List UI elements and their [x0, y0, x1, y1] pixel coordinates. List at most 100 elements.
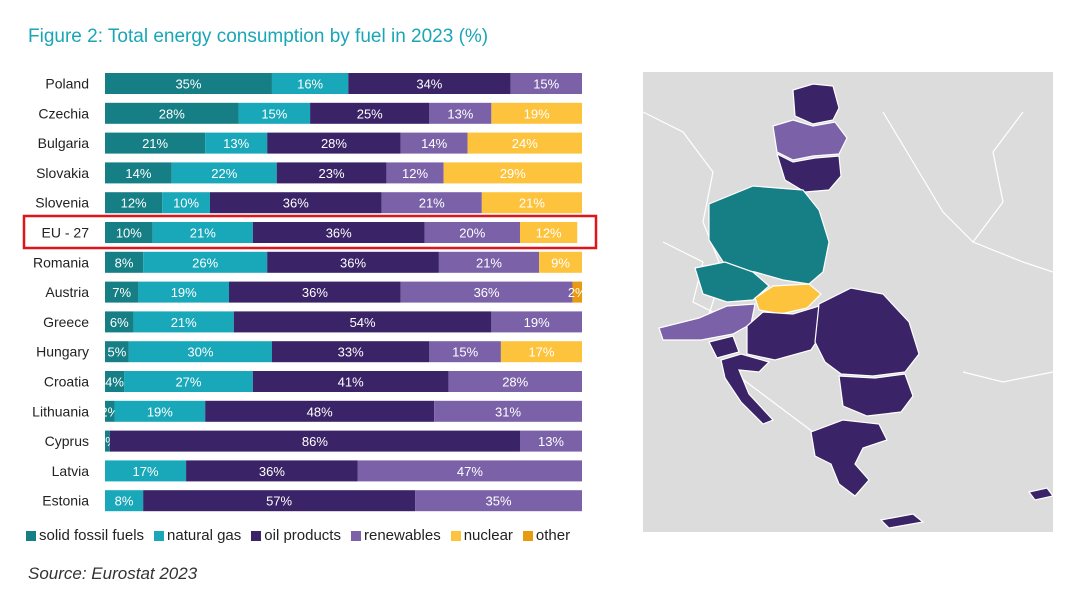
data-label-eu-27-oil-products: 36%: [326, 226, 352, 241]
data-label-romania-natural-gas: 26%: [192, 255, 218, 270]
bar-slovenia-nuclear: [481, 192, 582, 214]
country-bulgaria: [838, 373, 914, 417]
data-label-eu-27-solid-fossil-fuels: 10%: [116, 226, 142, 241]
bar-hungary-natural-gas: [128, 341, 272, 363]
bar-bulgaria-renewables: [400, 132, 468, 154]
legend-item-solid-fossil-fuels: solid fossil fuels: [26, 527, 144, 544]
data-label-croatia-oil-products: 41%: [338, 375, 364, 390]
category-label-czechia: Czechia: [38, 105, 89, 121]
bar-lithuania-solid-fossil-fuels: [105, 400, 115, 422]
data-label-slovakia-renewables: 12%: [402, 166, 428, 181]
country-czechia: [694, 261, 770, 303]
data-label-slovakia-oil-products: 23%: [319, 166, 345, 181]
data-label-latvia-oil-products: 36%: [259, 464, 285, 479]
bar-slovenia-renewables: [381, 192, 482, 214]
highlight-box: [22, 214, 598, 250]
bar-slovenia-solid-fossil-fuels: [105, 192, 163, 214]
bar-cyprus-renewables: [519, 430, 582, 452]
bar-slovakia-oil-products: [276, 162, 387, 184]
category-label-bulgaria: Bulgaria: [38, 135, 90, 151]
category-label-lithuania: Lithuania: [32, 403, 89, 419]
bar-eu-27-natural-gas: [152, 222, 253, 243]
data-label-czechia-solid-fossil-fuels: 28%: [159, 106, 185, 121]
data-label-hungary-natural-gas: 30%: [187, 345, 213, 360]
data-label-czechia-oil-products: 25%: [357, 106, 383, 121]
data-label-hungary-oil-products: 33%: [338, 345, 364, 360]
data-label-bulgaria-nuclear: 24%: [512, 136, 538, 151]
legend-label: nuclear: [463, 527, 513, 544]
data-label-eu-27-nuclear: 12%: [536, 226, 562, 241]
data-label-romania-renewables: 21%: [476, 255, 502, 270]
category-label-latvia: Latvia: [52, 463, 90, 479]
country-cyprus: [1027, 487, 1053, 501]
bar-greece-natural-gas: [133, 311, 234, 333]
europe-map: [643, 72, 1053, 532]
data-label-estonia-oil-products: 57%: [266, 494, 292, 509]
country-croatia: [720, 353, 775, 425]
data-label-romania-solid-fossil-fuels: 8%: [115, 255, 134, 270]
bar-greece-solid-fossil-fuels: [105, 311, 134, 333]
country-estonia: [792, 83, 840, 125]
data-label-austria-solid-fossil-fuels: 7%: [112, 285, 131, 300]
legend-swatch: [26, 530, 36, 541]
bar-poland-natural-gas: [271, 73, 349, 94]
bar-lithuania-natural-gas: [114, 400, 206, 422]
bar-eu-27-solid-fossil-fuels: [105, 222, 153, 243]
bar-croatia-solid-fossil-fuels: [105, 371, 125, 392]
bar-greece-oil-products: [233, 311, 492, 333]
data-label-austria-renewables: 36%: [474, 285, 500, 300]
data-label-bulgaria-natural-gas: 13%: [223, 136, 249, 151]
legend-swatch: [251, 530, 262, 541]
data-label-poland-renewables: 15%: [533, 77, 559, 92]
data-label-lithuania-oil-products: 48%: [307, 404, 333, 419]
category-label-slovakia: Slovakia: [36, 165, 89, 181]
legend-label: oil products: [264, 527, 341, 544]
category-label-croatia: Croatia: [44, 374, 89, 390]
legend-item-oil-products: oil products: [251, 527, 341, 544]
bar-poland-solid-fossil-fuels: [105, 73, 272, 94]
country-latvia: [772, 119, 848, 161]
bar-croatia-oil-products: [252, 371, 449, 392]
bar-eu-27-nuclear: [519, 222, 578, 243]
legend-item-nuclear: nuclear: [450, 527, 513, 544]
data-label-greece-renewables: 19%: [524, 315, 550, 330]
bar-hungary-solid-fossil-fuels: [105, 341, 129, 363]
legend-label: renewables: [363, 527, 441, 544]
data-label-hungary-renewables: 15%: [452, 345, 478, 360]
data-label-lithuania-natural-gas: 19%: [147, 404, 173, 419]
bar-cyprus-solid-fossil-fuels: [105, 430, 110, 452]
data-label-estonia-renewables: 35%: [486, 494, 512, 509]
country-greece-crete: [879, 513, 925, 529]
data-label-slovenia-renewables: 21%: [419, 196, 445, 211]
bar-slovakia-nuclear: [443, 162, 582, 184]
bar-czechia-solid-fossil-fuels: [105, 102, 239, 124]
category-label-poland: Poland: [45, 76, 89, 92]
bar-lithuania-renewables: [434, 400, 582, 422]
data-label-bulgaria-solid-fossil-fuels: 21%: [142, 136, 168, 151]
data-label-czechia-natural-gas: 15%: [261, 106, 287, 121]
data-label-austria-natural-gas: 19%: [171, 285, 197, 300]
data-label-latvia-natural-gas: 17%: [133, 464, 159, 479]
data-label-hungary-nuclear: 17%: [528, 345, 554, 360]
bar-czechia-oil-products: [310, 102, 430, 124]
data-label-czechia-nuclear: 19%: [524, 106, 550, 121]
data-label-cyprus-renewables: 13%: [538, 434, 564, 449]
data-label-croatia-solid-fossil-fuels: 4%: [105, 375, 124, 390]
data-label-romania-nuclear: 9%: [551, 255, 570, 270]
bar-cyprus-oil-products: [109, 430, 520, 452]
bar-latvia-renewables: [357, 460, 582, 482]
data-label-greece-oil-products: 54%: [350, 315, 376, 330]
legend-label: natural gas: [167, 527, 242, 544]
legend-swatch: [154, 530, 165, 541]
bar-bulgaria-oil-products: [267, 132, 401, 154]
stacked-bar-chart: Poland 35% 16% 34% 15% Czechia 28% 15% 25% 13% 19%…: [22, 73, 598, 512]
country-slovakia: [754, 283, 822, 315]
country-lithuania: [776, 152, 842, 193]
bar-romania-nuclear: [539, 251, 582, 273]
data-label-austria-other: 2%: [568, 285, 587, 300]
data-label-slovenia-solid-fossil-fuels: 12%: [121, 196, 147, 211]
bar-bulgaria-solid-fossil-fuels: [105, 132, 206, 154]
figure-title: Figure 2: Total energy consumption by fu…: [28, 26, 489, 47]
country-slovenia: [708, 335, 740, 359]
data-label-croatia-renewables: 28%: [502, 375, 528, 390]
